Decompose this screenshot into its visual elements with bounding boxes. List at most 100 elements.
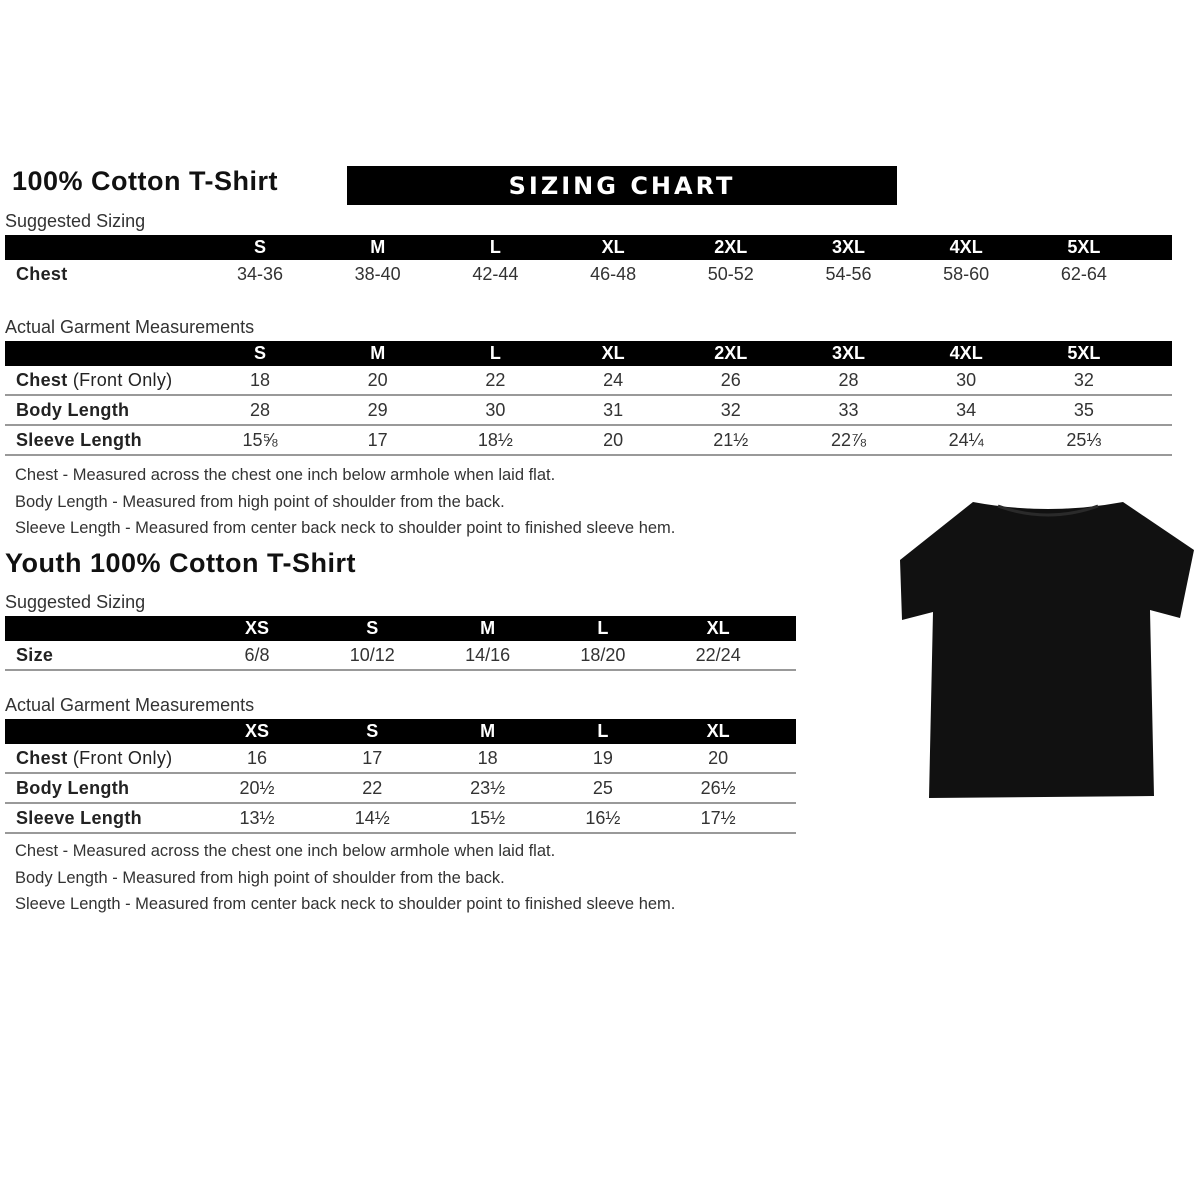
size-header-s: S: [253, 343, 266, 363]
table-cell: 23½: [470, 778, 506, 798]
adult-actual-table: S M L XL 2XL 3XL 4XL 5XL Chest (Front Only) 18 20 2…: [5, 341, 1172, 456]
table-cell: 34: [956, 400, 977, 420]
table-row: Body Length 28 29 30 31 32 33 34 35: [5, 396, 1172, 426]
adult-suggested-label: Suggested Sizing: [5, 211, 146, 231]
table-cell: 13½: [239, 808, 275, 828]
table-cell: 58-60: [943, 264, 990, 284]
adult-suggested-table: S M L XL 2XL 3XL 4XL 5XL Chest 34-36 38-40 42-44 46-…: [5, 235, 1172, 288]
table-cell: 22/24: [695, 645, 741, 665]
table-cell: 17½: [700, 808, 736, 828]
table-cell: 28: [838, 370, 859, 390]
table-cell: 18: [477, 748, 498, 768]
row-label-extra: (Front Only): [67, 370, 173, 390]
table-row: Chest 34-36 38-40 42-44 46-48 50-52 54-56 58-60…: [5, 260, 1172, 288]
table-cell: 32: [720, 400, 741, 420]
table-cell: 22: [485, 370, 506, 390]
size-header-2xl: 2XL: [714, 237, 748, 257]
table-cell: 20½: [239, 778, 275, 798]
size-header-s: S: [253, 237, 266, 257]
table-cell: 28: [249, 400, 271, 420]
table-cell: 18/20: [580, 645, 626, 665]
youth-actual-table: XS S M L XL Chest (Front Only) 16 17 18 19 20 Body …: [5, 719, 796, 834]
row-label: Body Length: [16, 778, 130, 798]
youth-title: Youth 100% Cotton T-Shirt: [5, 548, 356, 578]
size-header-row: XS S M L XL: [5, 616, 796, 641]
note-line: Chest - Measured across the chest one in…: [15, 466, 556, 484]
note-line: Sleeve Length - Measured from center bac…: [15, 519, 676, 537]
size-header-row: S M L XL 2XL 3XL 4XL 5XL: [5, 235, 1172, 260]
table-cell: 35: [1073, 400, 1094, 420]
row-label: Body Length: [16, 400, 130, 420]
table-cell: 50-52: [707, 264, 754, 284]
table-cell: 14½: [354, 808, 390, 828]
table-cell: 31: [603, 400, 624, 420]
table-cell: 42-44: [472, 264, 519, 284]
size-header-xl: XL: [706, 721, 730, 741]
size-header-row: XS S M L XL: [5, 719, 796, 744]
size-header-3xl: 3XL: [831, 237, 865, 257]
row-label: Size: [16, 645, 54, 665]
size-header-s: S: [366, 618, 379, 638]
table-cell: 54-56: [825, 264, 872, 284]
size-header-l: L: [489, 343, 501, 363]
table-cell: 24¼: [948, 430, 984, 450]
size-header-l: L: [489, 237, 501, 257]
size-header-l: L: [597, 721, 609, 741]
row-label: Sleeve Length: [16, 808, 142, 828]
size-header-xs: XS: [244, 721, 269, 741]
table-cell: 18: [249, 370, 271, 390]
table-row: Sleeve Length 15⅝ 17 18½ 20 21½ 22⅞ 24¼ 25⅓: [5, 426, 1172, 456]
table-row: Size 6/8 10/12 14/16 18/20 22/24: [5, 641, 796, 671]
size-header-4xl: 4XL: [949, 237, 983, 257]
adult-title: 100% Cotton T-Shirt: [12, 166, 279, 196]
note-line: Body Length - Measured from high point o…: [15, 868, 505, 887]
size-header-3xl: 3XL: [831, 343, 865, 363]
size-header-5xl: 5XL: [1067, 237, 1101, 257]
t-shirt-icon: [900, 502, 1194, 798]
row-label: Chest: [16, 264, 68, 284]
table-cell: 20: [603, 430, 624, 450]
row-label: Sleeve Length: [16, 430, 142, 450]
table-cell: 46-48: [590, 264, 637, 284]
table-cell: 25: [592, 778, 613, 798]
table-cell: 17: [362, 748, 383, 768]
table-cell: 21½: [713, 430, 749, 450]
note-line: Sleeve Length - Measured from center bac…: [15, 895, 676, 913]
table-cell: 10/12: [349, 645, 395, 665]
table-cell: 22: [362, 778, 383, 798]
row-label-extra: (Front Only): [67, 748, 173, 768]
table-cell: 16: [246, 748, 268, 768]
size-header-xs: XS: [244, 618, 269, 638]
size-header-4xl: 4XL: [949, 343, 983, 363]
size-header-m: M: [480, 618, 496, 638]
size-header-m: M: [370, 343, 386, 363]
table-cell: 26½: [700, 778, 736, 798]
size-header-xl: XL: [601, 237, 625, 257]
table-row: Chest (Front Only) 18 20 22 24 26 28 30 32: [5, 366, 1172, 396]
row-label: Chest (Front Only): [16, 748, 173, 768]
size-header-2xl: 2XL: [714, 343, 748, 363]
table-cell: 32: [1073, 370, 1094, 390]
table-row: Chest (Front Only) 16 17 18 19 20: [5, 744, 796, 774]
table-cell: 38-40: [354, 264, 401, 284]
youth-suggested-label: Suggested Sizing: [5, 592, 146, 612]
table-cell: 15½: [470, 808, 506, 828]
size-header-5xl: 5XL: [1067, 343, 1101, 363]
table-cell: 30: [956, 370, 977, 390]
youth-actual-label: Actual Garment Measurements: [5, 695, 255, 715]
table-cell: 25⅓: [1066, 430, 1102, 450]
table-cell: 22⅞: [830, 430, 867, 450]
table-cell: 62-64: [1060, 264, 1107, 284]
table-cell: 30: [485, 400, 506, 420]
sizing-chart-banner: SIZING CHART: [347, 166, 897, 205]
table-cell: 16½: [585, 808, 621, 828]
table-cell: 6/8: [244, 645, 270, 665]
table-row: Body Length 20½ 22 23½ 25 26½: [5, 774, 796, 804]
size-header-row: S M L XL 2XL 3XL 4XL 5XL: [5, 341, 1172, 366]
size-header-m: M: [370, 237, 386, 257]
table-cell: 14/16: [465, 645, 511, 665]
size-header-m: M: [480, 721, 496, 741]
row-label: Chest (Front Only): [16, 370, 173, 390]
size-header-xl: XL: [706, 618, 730, 638]
